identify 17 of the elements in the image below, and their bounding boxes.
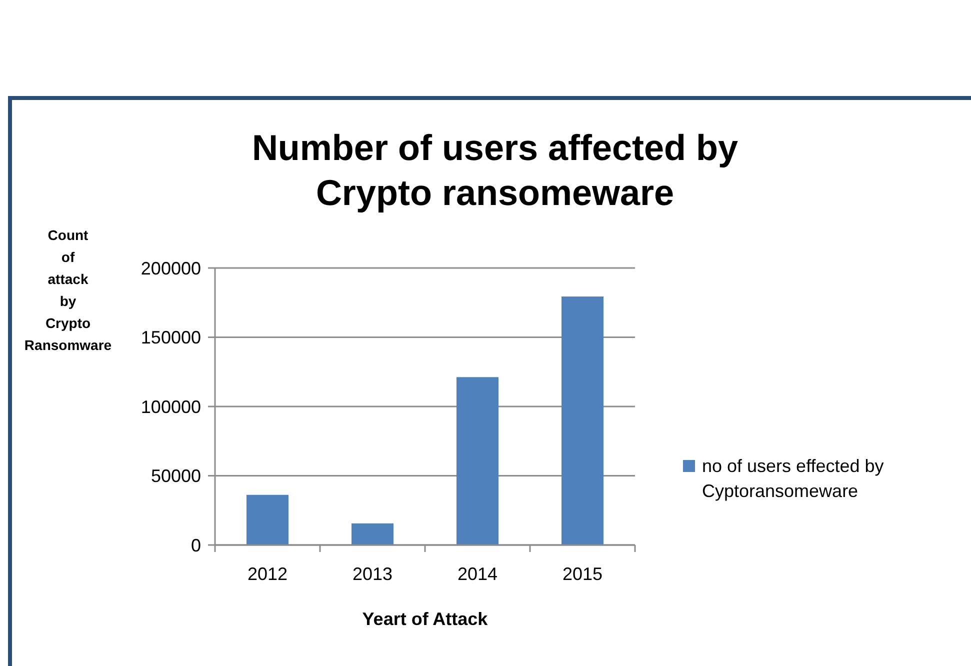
bar — [246, 494, 288, 545]
x-axis-title: Yeart of Attack — [362, 609, 489, 629]
bar — [456, 377, 498, 545]
legend-label: no of users effected by Cyptoransomeware — [702, 456, 884, 501]
bar — [562, 296, 604, 545]
chart-title: Number of users affected by Crypto ransomeware — [252, 127, 738, 213]
x-tick-label: 2014 — [457, 564, 498, 584]
y-tick-label: 0 — [190, 535, 201, 556]
y-tick-label: 200000 — [140, 258, 201, 278]
x-tick-label: 2013 — [352, 564, 393, 584]
x-tick-label: 2012 — [247, 564, 288, 584]
y-axis-title: Count of attack by Crypto Ransomware — [24, 227, 112, 353]
y-tick-label: 150000 — [140, 328, 201, 348]
y-tick-label: 50000 — [150, 466, 201, 486]
bar — [352, 523, 394, 545]
x-tick-label: 2015 — [562, 564, 603, 584]
y-tick-label: 100000 — [140, 396, 201, 417]
